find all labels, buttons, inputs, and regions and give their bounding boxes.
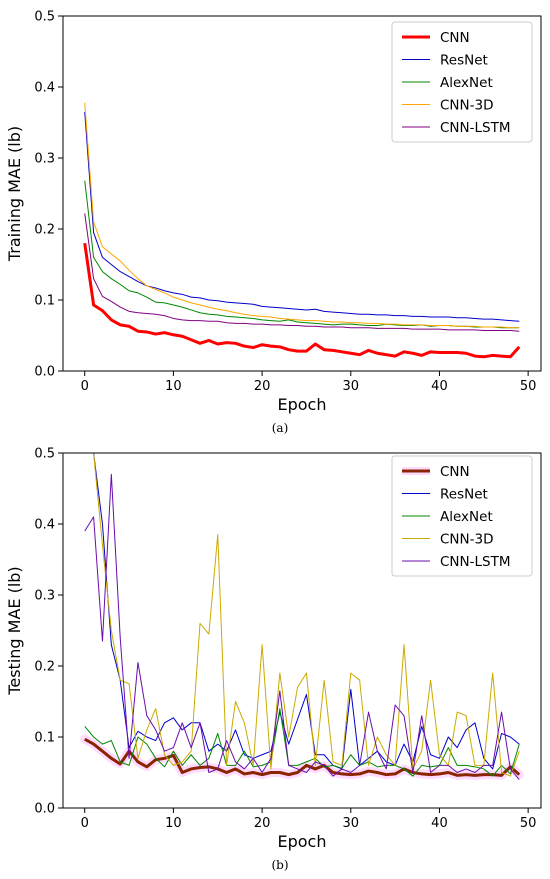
x-tick-label: 10 <box>165 816 182 831</box>
x-tick-label: 0 <box>81 816 89 831</box>
x-axis-label: Epoch <box>278 832 327 851</box>
x-tick-label: 0 <box>81 379 89 394</box>
subfigure-caption: (b) <box>271 858 288 872</box>
series-line-alexnet <box>84 708 520 777</box>
y-tick-label: 0.0 <box>34 802 55 817</box>
x-tick-label: 30 <box>343 379 360 394</box>
x-tick-label: 50 <box>520 816 537 831</box>
y-tick-label: 0.5 <box>34 447 55 462</box>
legend-label-cnn: CNN <box>440 464 470 480</box>
y-tick-label: 0.0 <box>34 365 55 380</box>
series-line-alexnet <box>84 180 520 329</box>
series-line-cnn <box>83 242 521 359</box>
y-tick-label: 0.2 <box>34 223 55 238</box>
y-tick-label: 0.3 <box>34 152 55 167</box>
plot-frame <box>62 452 542 809</box>
legend-label-cnn-lstm: CNN-LSTM <box>440 554 510 570</box>
legend-label-resnet: ResNet <box>440 53 488 69</box>
x-tick-label: 10 <box>165 379 182 394</box>
chart-panel-0: 0 10 20 30 40 50 0.0 0.1 0.2 0.3 0.4 0.5 Epoch Traini… <box>5 10 542 435</box>
legend-label-cnn-3d: CNN-3D <box>440 98 493 114</box>
series-group <box>83 102 521 359</box>
series-line-cnn-lstm <box>84 213 520 332</box>
y-axis-label: Training MAE (lb) <box>5 126 24 262</box>
series-line-cnn-3d <box>84 453 520 777</box>
x-axis-label: Epoch <box>278 395 327 414</box>
series-line-resnet <box>84 111 520 322</box>
y-tick-label: 0.4 <box>34 518 55 533</box>
y-tick-label: 0.1 <box>34 294 55 309</box>
y-tick-label: 0.1 <box>34 731 55 746</box>
x-tick-label: 20 <box>254 816 271 831</box>
x-tick-label: 50 <box>520 379 537 394</box>
x-tick-label: 20 <box>254 379 271 394</box>
legend: CNN ResNet AlexNet CNN-3D CNN-LSTM <box>391 455 533 577</box>
x-tick-label: 40 <box>431 816 448 831</box>
x-tick-label: 30 <box>343 816 360 831</box>
legend-label-cnn-3d: CNN-3D <box>440 532 493 548</box>
legend-label-resnet: ResNet <box>440 487 488 503</box>
legend: CNN ResNet AlexNet CNN-3D CNN-LSTM <box>391 21 533 143</box>
y-tick-label: 0.3 <box>34 589 55 604</box>
legend-label-cnn-lstm: CNN-LSTM <box>440 120 510 136</box>
series-line-resnet <box>84 453 520 770</box>
legend-label-alexnet: AlexNet <box>440 509 493 525</box>
series-line-cnn-3d <box>84 102 520 329</box>
series-line-cnn-lstm <box>84 473 520 780</box>
subfigure-caption: (a) <box>272 421 289 435</box>
chart-panel-1: 0 10 20 30 40 50 0.0 0.1 0.2 0.3 0.4 0.5 Epoch Testin… <box>5 447 542 872</box>
y-tick-label: 0.2 <box>34 660 55 675</box>
x-tick-label: 40 <box>431 379 448 394</box>
legend-label-cnn: CNN <box>440 30 470 46</box>
plot-frame <box>62 15 542 372</box>
legend-box <box>391 455 533 577</box>
y-tick-label: 0.5 <box>34 10 55 25</box>
series-group <box>80 453 524 780</box>
y-axis-label: Testing MAE (lb) <box>5 566 24 695</box>
y-tick-label: 0.4 <box>34 81 55 96</box>
legend-box <box>391 21 533 143</box>
legend-label-alexnet: AlexNet <box>440 75 493 91</box>
